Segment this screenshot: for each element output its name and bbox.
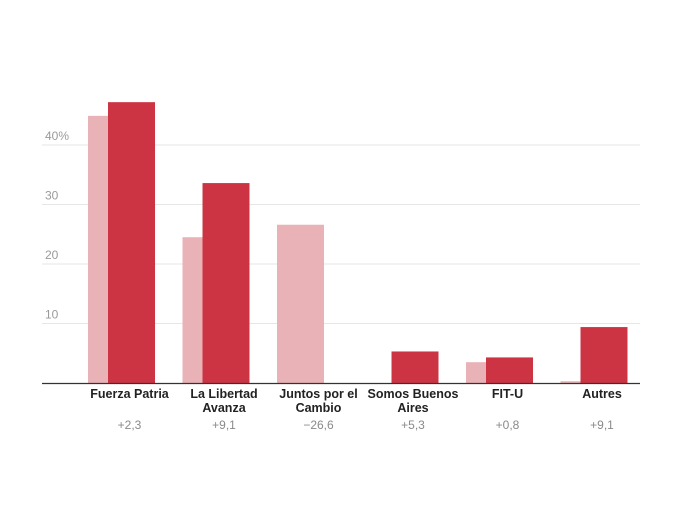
category-label-line: Fuerza Patria [90,387,170,401]
y-tick-label: 10 [45,308,59,322]
change-label: +2,3 [118,418,142,432]
bar-current-1 [202,183,250,383]
bar-current-0 [108,102,155,383]
labels: 10 20 30 40% Fuerza Patria +2,3 La Libertad Ava… [45,129,622,432]
bar-previous-1 [182,237,203,383]
category-label-line: Juntos por el [279,387,357,401]
bar-previous-0 [88,115,108,383]
category-label: Somos Buenos Aires [368,387,459,415]
category-label-line: FIT-U [492,387,523,401]
y-tick-label: 30 [45,189,59,203]
category-label: La Libertad Avanza [190,387,257,415]
category-label-line: Autres [582,387,622,401]
change-label: +5,3 [401,418,425,432]
category-label: Autres [582,387,622,401]
change-label: +0,8 [496,418,520,432]
bar-current-5 [580,327,628,383]
bar-current-4 [486,357,533,383]
category-label-line: Aires [397,401,428,415]
change-label: +9,1 [212,418,236,432]
bar-previous-4 [466,362,486,383]
bar-previous-2 [277,224,324,383]
category-label-line: Avanza [202,401,246,415]
category-label-line: La Libertad [190,387,257,401]
category-label: FIT-U [492,387,523,401]
category-label: Juntos por el Cambio [279,387,357,415]
category-label-line: Somos Buenos [368,387,459,401]
category-label: Fuerza Patria [90,387,170,401]
change-label: +9,1 [590,418,614,432]
y-tick-label: 40% [45,129,69,143]
change-label: −26,6 [303,418,334,432]
bar-previous-5 [560,381,581,383]
y-tick-label: 20 [45,248,59,262]
bar-current-3 [391,351,439,383]
bars [88,102,628,383]
category-label-line: Cambio [296,401,342,415]
